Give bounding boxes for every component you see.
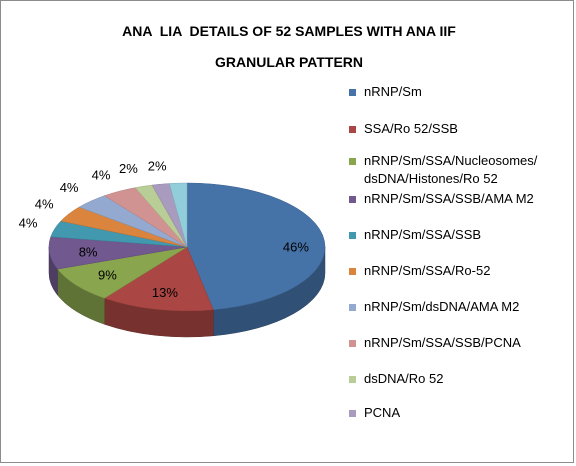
pie-slice-1 xyxy=(103,246,214,312)
data-label-8: 2% xyxy=(119,161,138,176)
legend-swatch xyxy=(349,232,356,239)
data-label-0: 46% xyxy=(283,239,309,254)
legend-label: nRNP/Sm xyxy=(364,84,422,99)
legend-label: nRNP/Sm/SSA/SSB/PCNA xyxy=(364,335,521,350)
legend-label: nRNP/Sm/SSA/SSB xyxy=(364,227,482,242)
data-label-4: 4% xyxy=(19,216,38,231)
chart-title-line1: ANA LIA DETAILS OF 52 SAMPLES WITH ANA I… xyxy=(122,23,456,39)
legend-swatch xyxy=(349,340,356,347)
legend-swatch xyxy=(349,158,356,165)
legend-swatch xyxy=(349,304,356,311)
legend-label: PCNA xyxy=(364,405,401,420)
legend-swatch xyxy=(349,268,356,275)
pie-slice-2 xyxy=(57,246,188,299)
chart-title-line2: GRANULAR PATTERN xyxy=(214,54,364,70)
data-label-1: 13% xyxy=(152,285,178,300)
legend-label: nRNP/Sm/dsDNA/AMA M2 xyxy=(364,299,520,314)
legend-swatch xyxy=(349,376,356,383)
data-label-6: 4% xyxy=(60,180,79,195)
legend-label: nRNP/Sm/SSA/Nucleosomes/ dsDNA/Histones/… xyxy=(364,153,538,186)
legend-swatch xyxy=(349,196,356,203)
legend-label: nRNP/Sm/SSA/Ro-52 xyxy=(364,263,491,278)
data-label-5: 4% xyxy=(35,197,54,212)
legend-swatch xyxy=(349,410,356,417)
data-label-2: 9% xyxy=(98,268,117,283)
data-label-9: 2% xyxy=(148,159,167,174)
legend-label: nRNP/Sm/SSA/SSB/AMA M2 xyxy=(364,191,534,206)
legend-label: dsDNA/Ro 52 xyxy=(364,371,444,386)
legend-swatch xyxy=(349,89,356,96)
pie-slice-10 xyxy=(169,182,188,248)
pie-slice-0 xyxy=(186,182,326,311)
legend-swatch xyxy=(349,126,356,133)
data-label-3: 8% xyxy=(79,244,98,259)
legend-label: SSA/Ro 52/SSB xyxy=(364,121,458,136)
data-label-7: 4% xyxy=(92,168,111,183)
